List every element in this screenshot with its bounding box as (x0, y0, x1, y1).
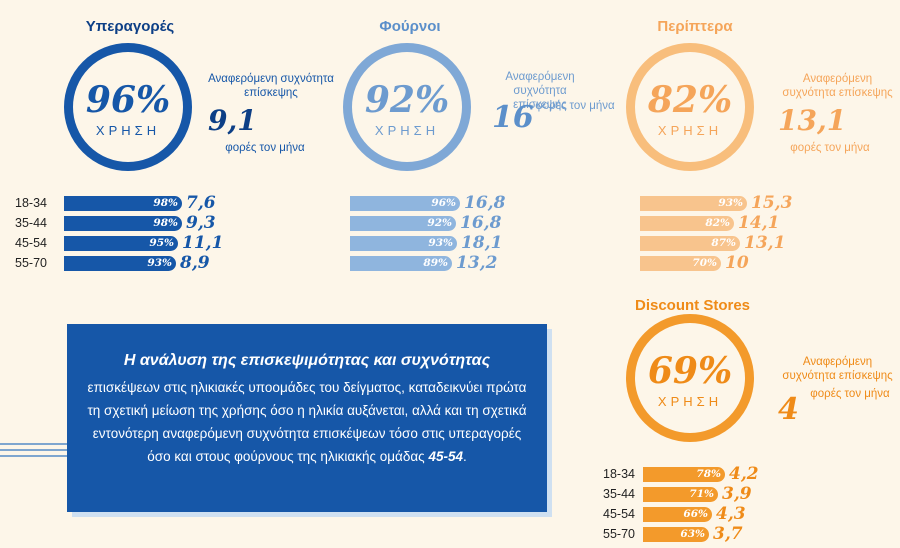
usage-bar (64, 196, 182, 211)
info-end: . (462, 449, 467, 464)
usage-bar-percent: 93% (428, 237, 453, 249)
usage-percent: 96% (85, 79, 171, 121)
usage-bar (350, 216, 456, 231)
info-body: επισκέψεων στις ηλικιακές υποομάδες του … (87, 376, 527, 468)
usage-bar-percent: 89% (423, 257, 448, 269)
decorative-line (0, 455, 70, 457)
frequency-value: 16 (492, 100, 534, 135)
usage-bar-percent: 98% (153, 217, 178, 229)
age-group-label: 35-44 (15, 216, 47, 230)
usage-percent: 82% (647, 79, 733, 121)
frequency-unit: φορές τον μήνα (790, 142, 870, 154)
decorative-line (0, 449, 70, 451)
usage-bar (64, 256, 176, 271)
decorative-line (0, 443, 70, 445)
frequency-label: Αναφερόμενη συχνότητα επίσκεψης (505, 71, 575, 111)
usage-bar (640, 216, 734, 231)
usage-bar (350, 196, 460, 211)
usage-ring (64, 43, 192, 171)
frequency-bar-value: 4,2 (729, 464, 759, 484)
age-group-label: 55-70 (15, 256, 47, 270)
usage-bar (350, 236, 457, 251)
usage-percent: 92% (364, 79, 450, 121)
usage-bar-percent: 96% (431, 197, 456, 209)
usage-bar (643, 527, 709, 542)
frequency-bar-value: 14,1 (738, 213, 780, 233)
frequency-bar-value: 13,2 (456, 253, 498, 273)
usage-label: ΧΡΗΣΗ (657, 394, 723, 409)
frequency-bar-value: 9,3 (186, 213, 216, 233)
frequency-unit: φορές τον μήνα (810, 388, 890, 400)
usage-bar-percent: 93% (718, 197, 743, 209)
frequency-bar-value: 13,1 (744, 233, 786, 253)
frequency-bar-value: 3,9 (722, 484, 752, 504)
frequency-label: Αναφερόμενη συχνότητα επίσκεψης (782, 356, 893, 382)
info-box: Η ανάλυση της επισκεψιμότητας και συχνότ… (67, 324, 547, 512)
usage-bar-percent: 98% (153, 197, 178, 209)
panel-title: Discount Stores (634, 297, 751, 314)
frequency-bar-value: 15,3 (751, 193, 793, 213)
usage-bar-percent: 78% (696, 468, 721, 480)
frequency-bar-value: 10 (725, 253, 749, 273)
usage-ring (626, 314, 754, 442)
panel-title: Φούρνοι (379, 18, 441, 35)
age-group-label: 18-34 (15, 196, 47, 210)
age-group-label: 45-54 (603, 507, 635, 521)
usage-bar-percent: 70% (692, 257, 717, 269)
frequency-bar-value: 7,6 (186, 193, 216, 213)
frequency-value: 13,1 (778, 104, 847, 137)
usage-label: ΧΡΗΣΗ (95, 123, 161, 138)
panel-title: Περίπτερα (657, 18, 733, 35)
usage-bar (640, 236, 740, 251)
frequency-label: Αναφερόμενη συχνότητα επίσκεψης (208, 73, 334, 99)
frequency-bar-value: 8,9 (180, 253, 210, 273)
usage-bar (640, 196, 747, 211)
usage-bar-percent: 66% (683, 508, 708, 520)
usage-ring (343, 43, 471, 171)
usage-bar (643, 507, 712, 522)
frequency-bar-value: 4,3 (716, 504, 746, 524)
usage-label: ΧΡΗΣΗ (657, 123, 723, 138)
usage-label: ΧΡΗΣΗ (374, 123, 440, 138)
usage-bar (64, 216, 182, 231)
usage-percent: 69% (647, 350, 733, 392)
frequency-bar-value: 11,1 (182, 233, 224, 253)
usage-bar (643, 487, 718, 502)
usage-bar-percent: 95% (149, 237, 174, 249)
usage-bar-percent: 87% (711, 237, 736, 249)
usage-bar (640, 256, 721, 271)
age-group-label: 55-70 (603, 527, 635, 541)
info-emphasis: 45-54 (428, 449, 463, 464)
frequency-bar-value: 16,8 (464, 193, 506, 213)
frequency-bar-value: 16,8 (460, 213, 502, 233)
frequency-unit: φορές τον μήνα (225, 142, 305, 154)
frequency-value: 9,1 (208, 104, 257, 137)
frequency-bar-value: 3,7 (713, 524, 743, 544)
age-group-label: 18-34 (603, 467, 635, 481)
panel-title: Υπεραγορές (85, 18, 175, 35)
info-body-text: επισκέψεων στις ηλικιακές υποομάδες του … (87, 380, 527, 464)
usage-ring (626, 43, 754, 171)
usage-bar (350, 256, 452, 271)
usage-bar (64, 236, 178, 251)
usage-bar-percent: 82% (705, 217, 730, 229)
usage-bar-percent: 71% (689, 488, 714, 500)
usage-bar (643, 467, 725, 482)
frequency-bar-value: 18,1 (461, 233, 503, 253)
usage-bar-percent: 93% (147, 257, 172, 269)
usage-bar-percent: 63% (680, 528, 705, 540)
age-group-label: 35-44 (603, 487, 635, 501)
usage-bar-percent: 92% (427, 217, 452, 229)
frequency-value: 4 (778, 392, 799, 427)
age-group-label: 45-54 (15, 236, 47, 250)
frequency-label: Αναφερόμενη συχνότητα επίσκεψης (782, 73, 893, 99)
info-lead: Η ανάλυση της επισκεψιμότητας και συχνότ… (123, 352, 491, 369)
frequency-unit: φορές τον μήνα (535, 100, 615, 112)
